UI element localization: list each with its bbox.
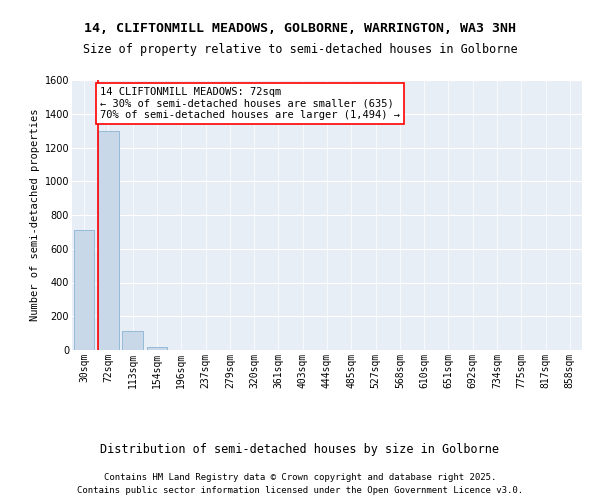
Text: Contains HM Land Registry data © Crown copyright and database right 2025.: Contains HM Land Registry data © Crown c… (104, 472, 496, 482)
Y-axis label: Number of semi-detached properties: Number of semi-detached properties (31, 109, 40, 322)
Text: Distribution of semi-detached houses by size in Golborne: Distribution of semi-detached houses by … (101, 442, 499, 456)
Bar (122, 331, 143, 350)
Text: 14 CLIFTONMILL MEADOWS: 72sqm
← 30% of semi-detached houses are smaller (635)
70: 14 CLIFTONMILL MEADOWS: 72sqm ← 30% of s… (100, 87, 400, 120)
Bar (74, 230, 94, 350)
Text: Contains public sector information licensed under the Open Government Licence v3: Contains public sector information licen… (77, 486, 523, 495)
Text: 14, CLIFTONMILL MEADOWS, GOLBORNE, WARRINGTON, WA3 3NH: 14, CLIFTONMILL MEADOWS, GOLBORNE, WARRI… (84, 22, 516, 36)
Text: Size of property relative to semi-detached houses in Golborne: Size of property relative to semi-detach… (83, 42, 517, 56)
Bar (98, 130, 119, 350)
Bar (146, 347, 167, 350)
